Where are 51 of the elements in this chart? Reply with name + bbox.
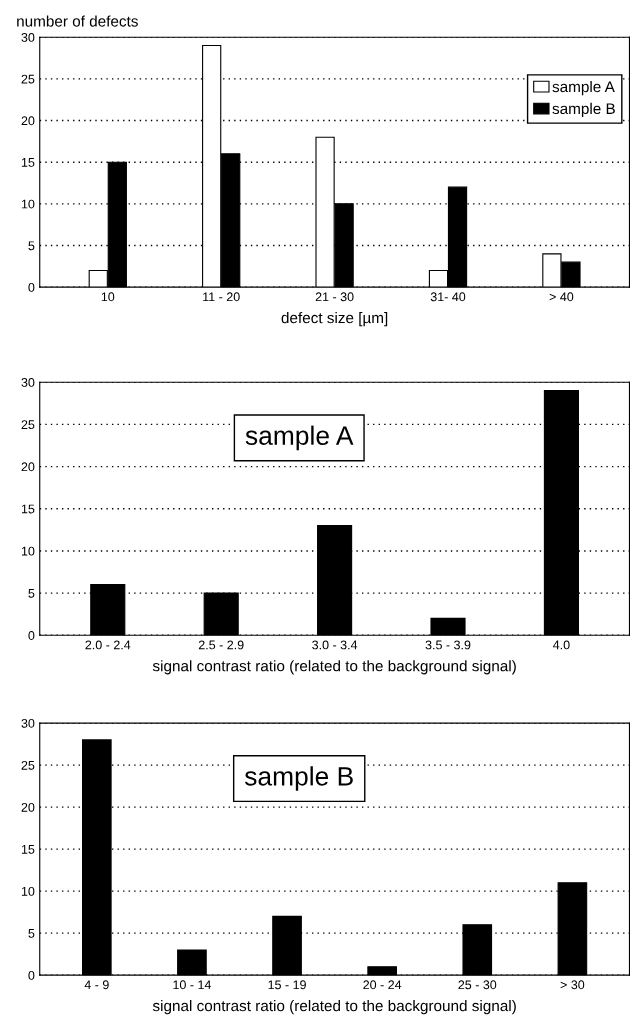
- x-tick-label: 31- 40: [430, 292, 466, 302]
- x-tick-label: 4.0: [553, 640, 570, 650]
- x-tick-label: 3.5 - 3.9: [425, 640, 471, 650]
- x-tick-label: 3.0 - 3.4: [312, 640, 358, 650]
- x-tick-label: 21 - 30: [315, 292, 354, 302]
- bar: [272, 915, 302, 976]
- y-tick-label: 20: [21, 462, 35, 472]
- x-tick-label: 25 - 30: [458, 980, 497, 990]
- x-axis-title: signal contrast ratio (related to the background signal): [152, 660, 516, 675]
- x-tick-label: 10: [101, 292, 115, 302]
- y-tick-label: 25: [21, 420, 35, 430]
- x-tick-label: 15 - 19: [268, 980, 306, 990]
- annotation: sample A: [245, 425, 354, 451]
- y-tick-label: 20: [21, 116, 35, 126]
- x-axis-title: signal contrast ratio (related to the background signal): [152, 1000, 516, 1015]
- y-tick-label: 5: [28, 241, 35, 251]
- y-tick-label: 15: [21, 504, 35, 514]
- y-tick-label: 5: [28, 589, 35, 598]
- x-tick-label: > 30: [560, 980, 585, 990]
- y-tick-label: 30: [21, 718, 35, 728]
- annotation: sample B: [244, 766, 353, 791]
- y-tick-label: 15: [21, 158, 35, 167]
- y-axis-title: number of defects: [17, 15, 138, 27]
- x-tick-label: 11 - 20: [203, 292, 240, 302]
- x-tick-label: 2.0 - 2.4: [85, 640, 131, 650]
- y-tick-label: 15: [21, 845, 35, 854]
- y-tick-label: 10: [21, 546, 35, 556]
- legend-label: sample B: [552, 102, 615, 118]
- legend-label: sample A: [552, 80, 615, 96]
- x-tick-label: 4 - 9: [84, 980, 109, 990]
- bar: [430, 617, 466, 636]
- y-tick-label: 30: [21, 32, 35, 42]
- y-tick-label: 20: [21, 802, 35, 812]
- x-tick-label: 2.5 - 2.9: [198, 640, 244, 650]
- y-tick-label: 30: [21, 378, 35, 387]
- y-tick-label: 10: [21, 199, 35, 209]
- bar: [367, 966, 397, 976]
- bar: [90, 584, 126, 636]
- y-tick-label: 25: [21, 74, 35, 84]
- bar: [462, 924, 493, 976]
- y-tick-label: 0: [28, 282, 35, 292]
- y-tick-label: 0: [28, 970, 35, 980]
- bar: [317, 525, 353, 636]
- y-tick-label: 5: [28, 929, 35, 938]
- y-tick-label: 0: [28, 631, 35, 640]
- x-tick-label: 10 - 14: [173, 980, 212, 990]
- x-tick-label: 20 - 24: [363, 980, 402, 990]
- y-tick-label: 10: [21, 886, 35, 896]
- x-tick-label: > 40: [549, 292, 574, 302]
- y-tick-label: 25: [21, 760, 35, 770]
- x-axis-title: defect size [µm]: [281, 312, 388, 327]
